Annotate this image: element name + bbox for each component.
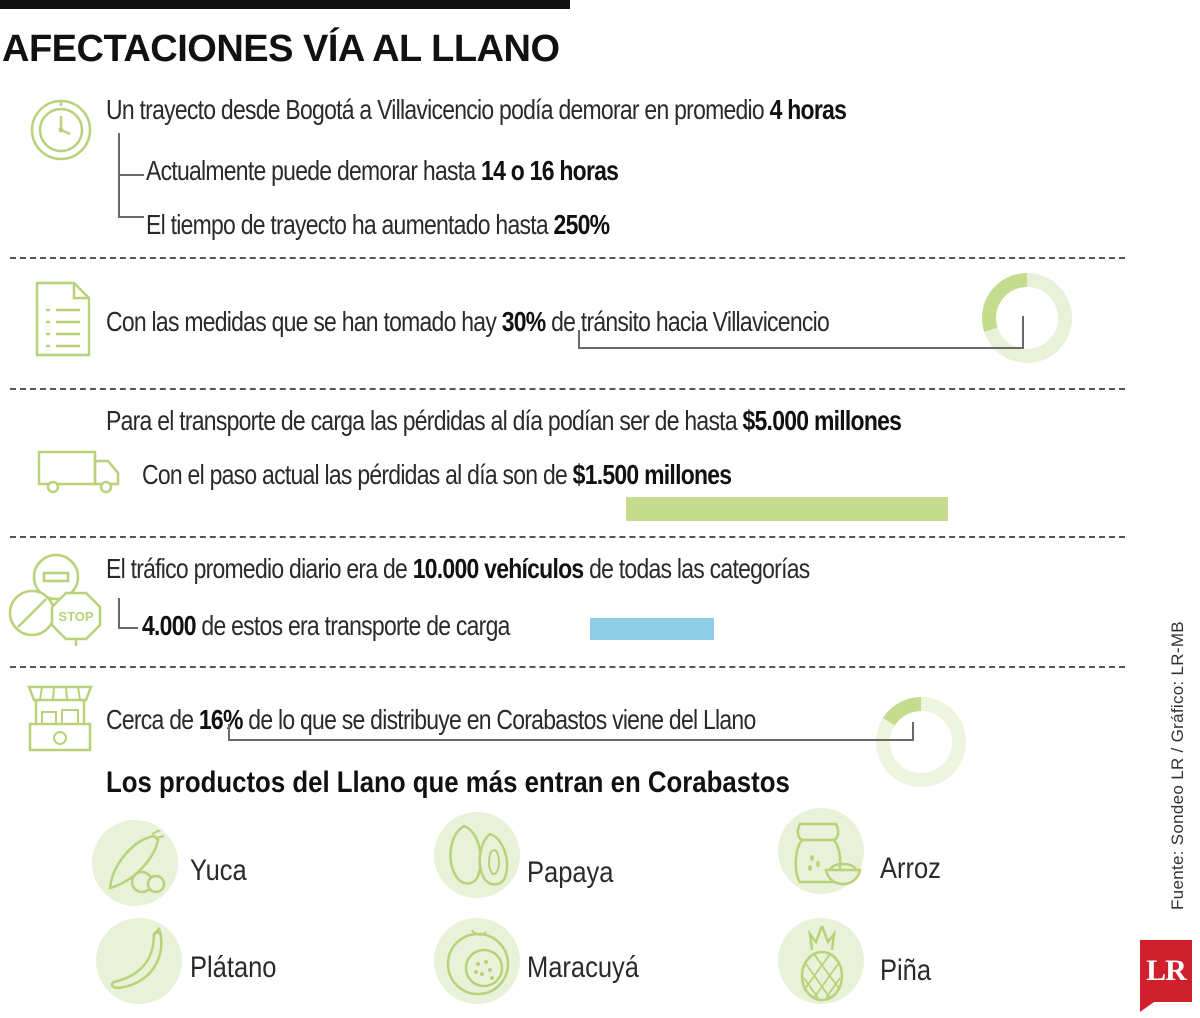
section3-line2: Con el paso actual las pérdidas al día s… [142,459,732,491]
product-circle [92,820,178,906]
section1-line2-text: Actualmente puede demorar hasta [146,155,482,186]
section1-line3-text: El tiempo de trayecto ha aumentado hasta [146,209,554,240]
section-divider [10,388,1125,390]
pineapple-icon [800,925,844,1002]
product-label: Maracuyá [527,951,639,984]
lr-logo: LR [1140,940,1192,1012]
section2-text-post: de tránsito hacia Villavicencio [545,306,830,337]
passion-fruit-icon [446,929,510,996]
donut-segment [982,273,1028,332]
papaya-icon [449,824,509,886]
source-credit: Fuente: Sondeo LR / Gráfico: LR-MB [1168,621,1187,910]
product-label: Plátano [190,951,277,984]
section2-value: 30% [501,306,546,337]
clock-icon [30,99,92,161]
section-divider [10,666,1125,668]
tree-connector-branch [118,216,144,218]
donut-pointer-horizontal [228,739,914,741]
product-label: Papaya [527,856,614,889]
donut-pointer-horizontal [578,347,1024,349]
document-list-icon [35,281,91,357]
section2-text-pre: Con las medidas que se han tomado hay [106,306,502,337]
tree-connector-branch [118,627,138,629]
truck-icon [37,450,120,494]
section1-line3-value: 250% [553,209,611,240]
section1-line1: Un trayecto desde Bogotá a Villavicencio… [106,94,847,126]
donut-pointer-tick [578,330,580,348]
section3-line2-value: $1.500 millones [572,459,732,490]
section1-line1-value: 4 horas [769,94,847,125]
section4-line1-text-post: de todas las categorías [583,553,810,584]
svg-text:STOP: STOP [58,609,93,624]
donut-pointer-vertical [1022,316,1024,348]
section1-line2-value: 14 o 16 horas [481,155,619,186]
rice-sack-icon [794,822,862,886]
section4-line2-value: 4.000 [142,610,197,641]
product-label: Yuca [190,854,247,887]
plantain-icon [110,927,163,990]
section4-line1-value: 10.000 vehículos [412,553,584,584]
cassava-icon [108,830,166,894]
section3-line2-text: Con el paso actual las pérdidas al día s… [142,459,573,490]
section3-line1: Para el transporte de carga las pérdidas… [106,405,902,437]
section-divider [10,536,1125,538]
section4-line2-text: de estos era transporte de carga [195,610,510,641]
product-circle [96,918,182,1004]
product-label: Arroz [880,852,941,885]
section4-line2: 4.000 de estos era transporte de carga [142,610,510,642]
donut-pointer-tick [228,724,230,740]
products-heading: Los productos del Llano que más entran e… [106,766,790,799]
section3-line1-text: Para el transporte de carga las pérdidas… [106,405,743,436]
losses-bar [626,497,948,521]
section2-line: Con las medidas que se han tomado hay 30… [106,306,830,338]
section5-text-pre: Cerca de [106,704,199,735]
section1-line2: Actualmente puede demorar hasta 14 o 16 … [146,155,619,187]
section4-line1: El tráfico promedio diario era de 10.000… [106,553,810,585]
tree-connector-vertical [118,598,120,628]
section5-value: 16% [198,704,243,735]
page-title: AFECTACIONES VÍA AL LLANO [2,28,560,70]
section1-line1-text: Un trayecto desde Bogotá a Villavicencio… [106,94,770,125]
product-circle [778,918,864,1004]
market-stall-icon [27,685,93,752]
product-label: Piña [880,954,932,987]
donut-segment [883,697,922,726]
top-rule [0,0,570,9]
cargo-bar [590,618,714,640]
section5-text-post: de lo que se distribuye en Corabastos vi… [242,704,756,735]
transit-donut-chart [982,273,1072,363]
section-divider [10,257,1125,259]
traffic-signs-icon: STOP [8,553,102,646]
section5-line: Cerca de 16% de lo que se distribuye en … [106,704,756,736]
donut-pointer-vertical [912,722,914,740]
corabastos-donut-chart [876,697,966,787]
section1-line3: El tiempo de trayecto ha aumentado hasta… [146,209,611,241]
section3-line1-value: $5.000 millones [742,405,902,436]
section4-line1-text: El tráfico promedio diario era de [106,553,413,584]
tree-connector-branch [118,174,144,176]
